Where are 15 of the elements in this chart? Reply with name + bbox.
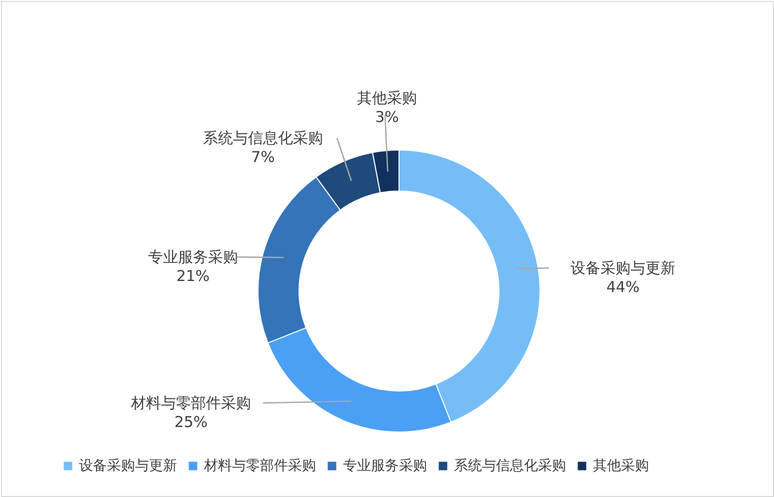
data-label: 7% — [251, 148, 275, 166]
slice-label: 系统与信息化采购 — [203, 129, 323, 147]
slice-label: 其他采购 — [357, 89, 417, 107]
data-label: 25% — [174, 413, 208, 431]
legend-label: 设备采购与更新 — [79, 458, 177, 474]
data-label: 44% — [606, 278, 640, 296]
data-label: 21% — [176, 267, 210, 285]
legend-label: 其他采购 — [593, 458, 649, 474]
slice-label: 材料与零部件采购 — [130, 394, 251, 412]
slice-label: 设备采购与更新 — [570, 259, 676, 277]
data-label: 3% — [375, 108, 399, 126]
legend-label: 专业服务采购 — [343, 458, 427, 474]
legend-label: 材料与零部件采购 — [203, 458, 316, 474]
slice-label: 专业服务采购 — [148, 248, 238, 266]
legend-label: 系统与信息化采购 — [454, 458, 566, 474]
